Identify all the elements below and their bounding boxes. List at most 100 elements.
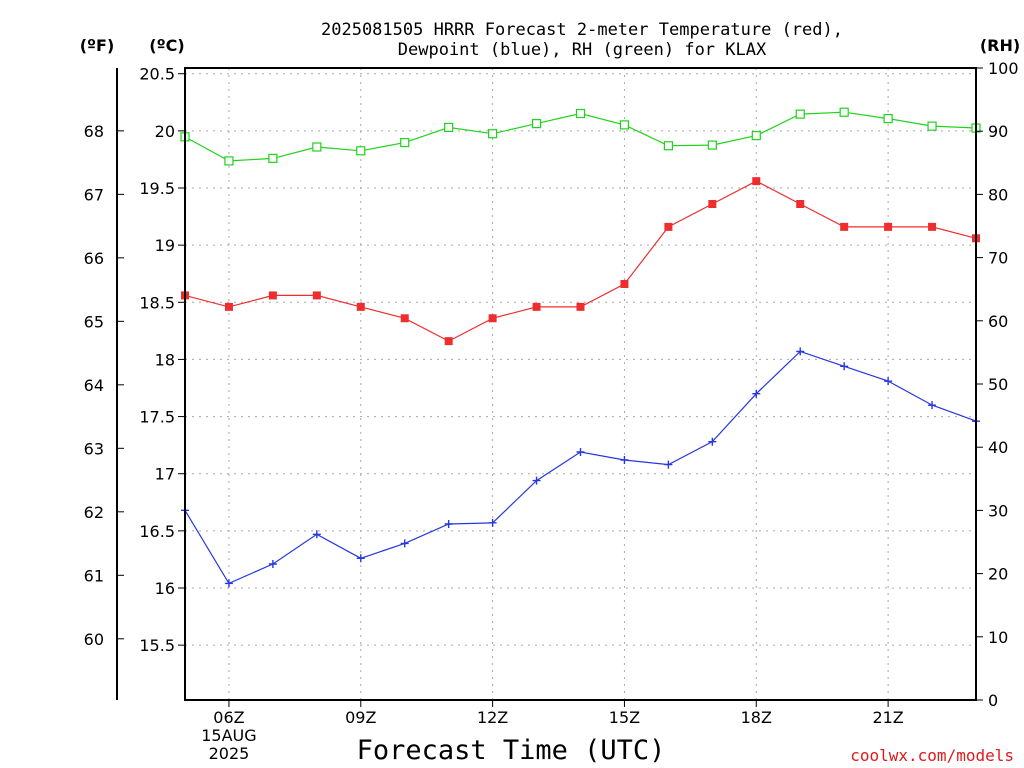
rh-tick-label: 50: [988, 375, 1008, 394]
rh-point: [531, 119, 542, 129]
dewpoint-point: [928, 401, 937, 410]
fahrenheit-tick-label: 66: [84, 249, 104, 268]
rh-point: [619, 120, 630, 130]
fahrenheit-unit-label: (ºF): [80, 36, 115, 55]
temperature-point: [268, 291, 277, 300]
fahrenheit-tick-label: 68: [84, 122, 104, 141]
x-axis-title: Forecast Time (UTC): [357, 735, 666, 766]
rh-point: [356, 146, 366, 156]
rh-point: [839, 107, 849, 117]
fahrenheit-tick-label: 65: [84, 312, 104, 331]
dewpoint-point: [444, 520, 453, 528]
temperature-point: [400, 314, 409, 323]
x-tick-label: 21Z: [872, 708, 903, 727]
temperature-point: [576, 302, 585, 311]
celsius-tick-label: 17.5: [139, 408, 175, 427]
celsius-tick-label: 20.5: [139, 65, 175, 84]
rh-point: [400, 137, 410, 148]
rh-point: [795, 109, 805, 119]
fahrenheit-tick-label: 62: [84, 503, 104, 522]
dewpoint-point: [884, 377, 893, 386]
fahrenheit-tick-label: 67: [84, 185, 104, 204]
rh-tick-label: 60: [988, 312, 1008, 331]
rh-tick-label: 90: [988, 122, 1008, 141]
rh-point: [927, 121, 937, 131]
dewpoint-point: [708, 437, 717, 446]
chart-title-line-2: Dewpoint (blue), RH (green) for KLAX: [398, 40, 767, 60]
temperature-point: [224, 302, 233, 311]
source-credit: coolwx.com/models: [850, 746, 1014, 765]
celsius-tick-label: 19: [155, 236, 175, 255]
celsius-unit-label: (ºC): [149, 36, 184, 55]
rh-point: [663, 141, 673, 151]
temperature-point: [752, 177, 761, 186]
x-tick-label: 09Z: [345, 708, 376, 727]
temperature-point: [928, 222, 937, 231]
rh-tick-label: 0: [988, 691, 998, 710]
dewpoint-point: [752, 389, 761, 398]
temperature-point: [708, 200, 717, 208]
rh-point: [575, 108, 586, 119]
rh-point: [751, 131, 761, 141]
celsius-tick-label: 18: [155, 350, 175, 369]
dewpoint-series-line: [184, 350, 977, 585]
dewpoint-point: [312, 530, 321, 539]
temperature-point: [356, 302, 365, 311]
dewpoint-point: [796, 347, 805, 356]
rh-tick-label: 40: [988, 438, 1008, 457]
dewpoint-point: [356, 554, 365, 563]
fahrenheit-tick-label: 61: [84, 566, 104, 585]
x-tick-label: 18Z: [741, 708, 772, 727]
dewpoint-point: [664, 460, 673, 469]
fahrenheit-tick-label: 63: [84, 439, 104, 458]
dewpoint-point: [488, 518, 497, 527]
fahrenheit-tick-label: 60: [84, 630, 104, 649]
celsius-tick-label: 15.5: [139, 636, 175, 655]
rh-tick-label: 70: [988, 249, 1008, 268]
celsius-tick-label: 19.5: [139, 179, 175, 198]
x-tick-label: 12Z: [477, 708, 508, 727]
x-tick-label: 15AUG: [201, 726, 256, 745]
celsius-tick-label: 17: [155, 465, 175, 484]
temperature-point: [840, 222, 849, 231]
plot-frame: [184, 67, 977, 701]
x-tick-label: 15Z: [609, 708, 640, 727]
temperature-point: [532, 302, 541, 311]
celsius-tick-label: 16: [155, 579, 175, 598]
temperature-point: [664, 222, 673, 231]
rh-point: [312, 142, 322, 152]
dewpoint-point: [268, 560, 277, 568]
rh-point: [268, 153, 278, 163]
dewpoint-point: [532, 476, 541, 485]
celsius-tick-label: 16.5: [139, 522, 175, 541]
rh-point: [707, 140, 717, 150]
dewpoint-point: [620, 456, 629, 464]
celsius-tick-label: 20: [155, 122, 175, 141]
celsius-tick-label: 18.5: [139, 293, 175, 312]
series-layer: [180, 107, 981, 588]
temperature-point: [796, 200, 805, 208]
rh-point: [444, 122, 454, 133]
rh-tick-label: 80: [988, 185, 1008, 204]
temperature-point: [884, 222, 893, 231]
rh-point: [488, 129, 498, 139]
x-tick-label: 2025: [209, 744, 250, 763]
x-tick-label: 06Z: [213, 708, 244, 727]
dewpoint-point: [576, 448, 585, 456]
dewpoint-point: [400, 539, 409, 548]
dewpoint-point: [224, 579, 233, 588]
rh-point: [883, 113, 893, 124]
chart-title-line-1: 2025081505 HRRR Forecast 2-meter Tempera…: [321, 20, 843, 40]
grid-lines: [185, 68, 976, 700]
rh-series-line: [184, 111, 977, 162]
rh-tick-label: 30: [988, 501, 1008, 520]
fahrenheit-tick-label: 64: [84, 376, 104, 395]
rh-tick-label: 100: [988, 59, 1019, 78]
temperature-point: [620, 280, 629, 288]
rh-tick-label: 20: [988, 565, 1008, 584]
temperature-point: [488, 314, 497, 323]
temperature-point: [312, 291, 321, 300]
temperature-point: [444, 337, 453, 346]
